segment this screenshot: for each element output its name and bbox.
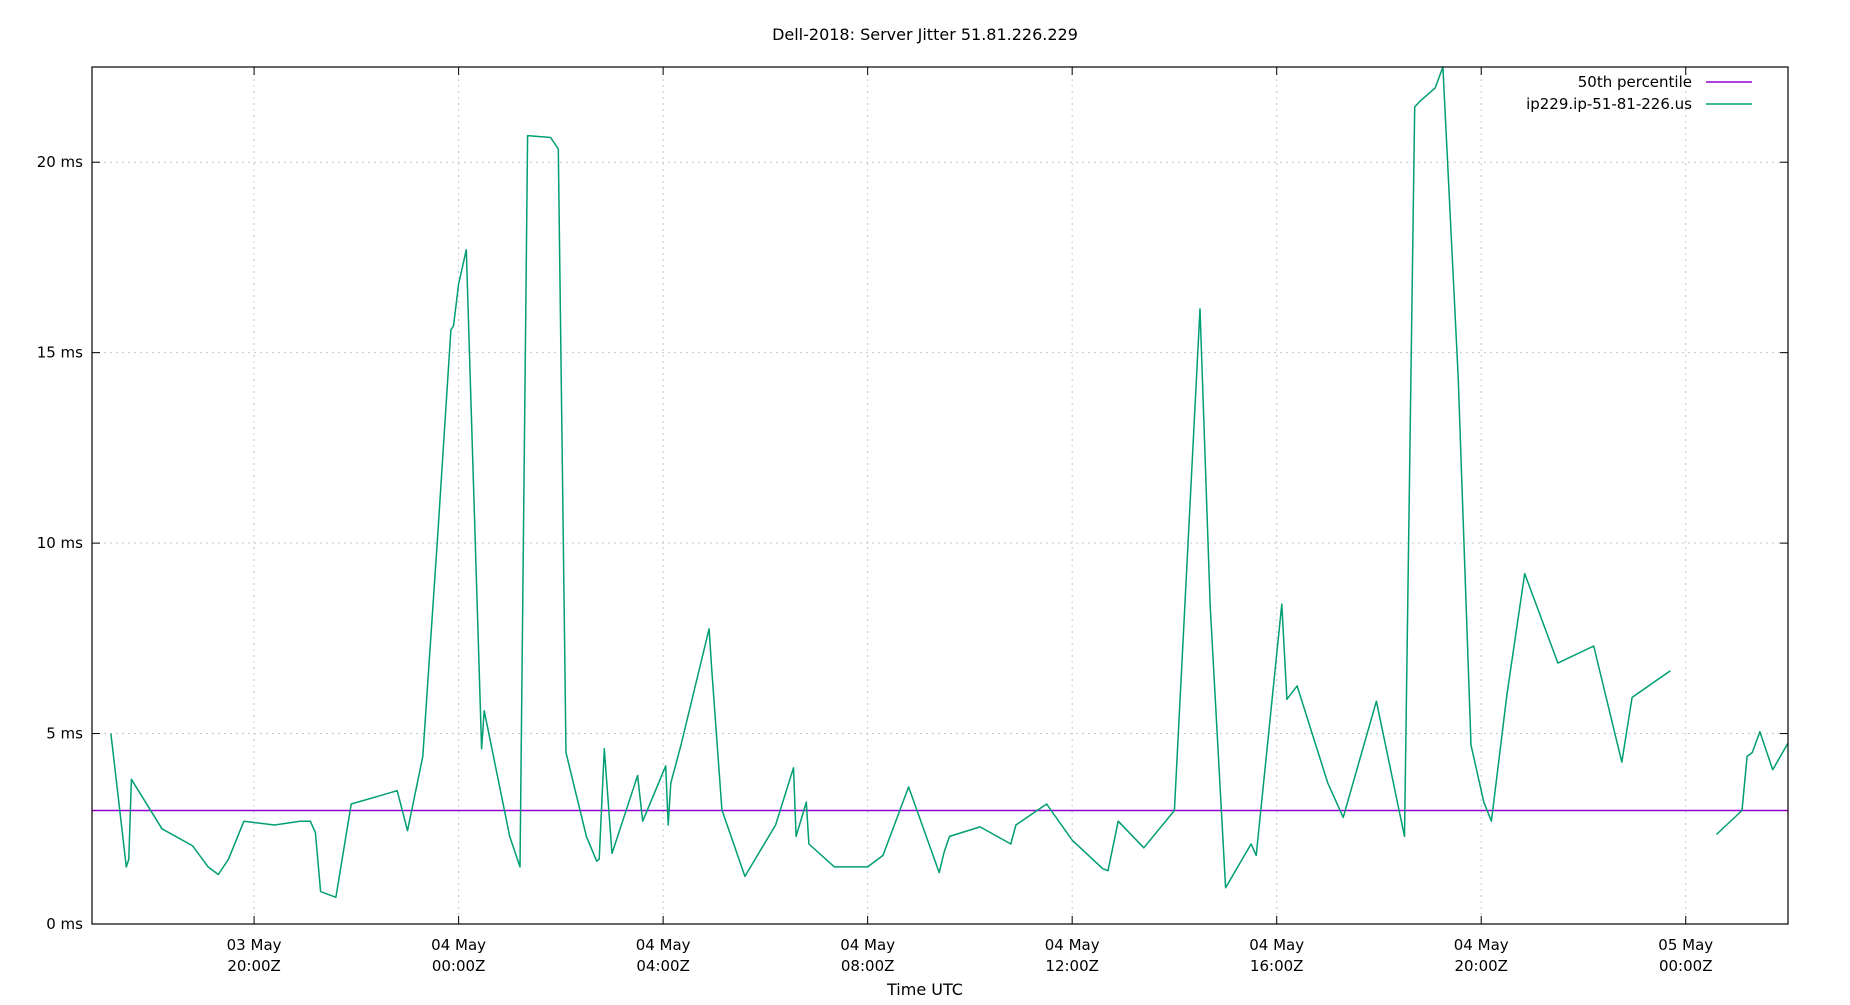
x-tick-label-time: 00:00Z — [1659, 957, 1713, 975]
x-tick-label-time: 12:00Z — [1045, 957, 1099, 975]
x-tick-label-time: 20:00Z — [227, 957, 281, 975]
x-tick-label-date: 05 May — [1658, 936, 1713, 954]
x-tick-label-time: 00:00Z — [432, 957, 486, 975]
x-axis-label: Time UTC — [886, 980, 963, 999]
chart-title: Dell-2018: Server Jitter 51.81.226.229 — [772, 25, 1078, 44]
x-axis-ticks: 03 May 20:00Z 04 May 00:00Z 04 May 04:00Z 04 M… — [227, 67, 1713, 975]
x-tick-label-time: 04:00Z — [636, 957, 690, 975]
y-tick-label: 5 ms — [46, 725, 83, 743]
y-tick-label: 10 ms — [37, 534, 83, 552]
y-tick-label: 20 ms — [37, 153, 83, 171]
y-tick-label: 15 ms — [37, 344, 83, 362]
legend: 50th percentile ip229.ip-51-81-226.us — [1526, 73, 1752, 113]
y-axis-ticks: 0 ms 5 ms 10 ms 15 ms 20 ms — [37, 153, 1788, 933]
series-layer — [92, 66, 1789, 899]
x-tick-label-date: 03 May — [227, 936, 282, 954]
x-tick-label-date: 04 May — [636, 936, 691, 954]
jitter-series-line-1 — [110, 66, 1671, 899]
x-tick-label-date: 04 May — [1045, 936, 1100, 954]
jitter-series-line-2 — [1715, 730, 1789, 836]
x-tick-label-date: 04 May — [1249, 936, 1304, 954]
x-tick-label-time: 16:00Z — [1250, 957, 1304, 975]
plot-frame — [91, 66, 1789, 925]
legend-label-jitter: ip229.ip-51-81-226.us — [1526, 95, 1692, 113]
legend-entry-jitter: ip229.ip-51-81-226.us — [1526, 95, 1752, 113]
grid-lines — [92, 67, 1788, 924]
x-tick-label-time: 08:00Z — [841, 957, 895, 975]
y-tick-label: 0 ms — [46, 915, 83, 933]
x-tick-label-date: 04 May — [840, 936, 895, 954]
x-tick-label-date: 04 May — [431, 936, 486, 954]
x-tick-label-time: 20:00Z — [1454, 957, 1508, 975]
x-tick-label-date: 04 May — [1454, 936, 1509, 954]
legend-entry-median: 50th percentile — [1578, 73, 1752, 91]
legend-label-median: 50th percentile — [1578, 73, 1692, 91]
